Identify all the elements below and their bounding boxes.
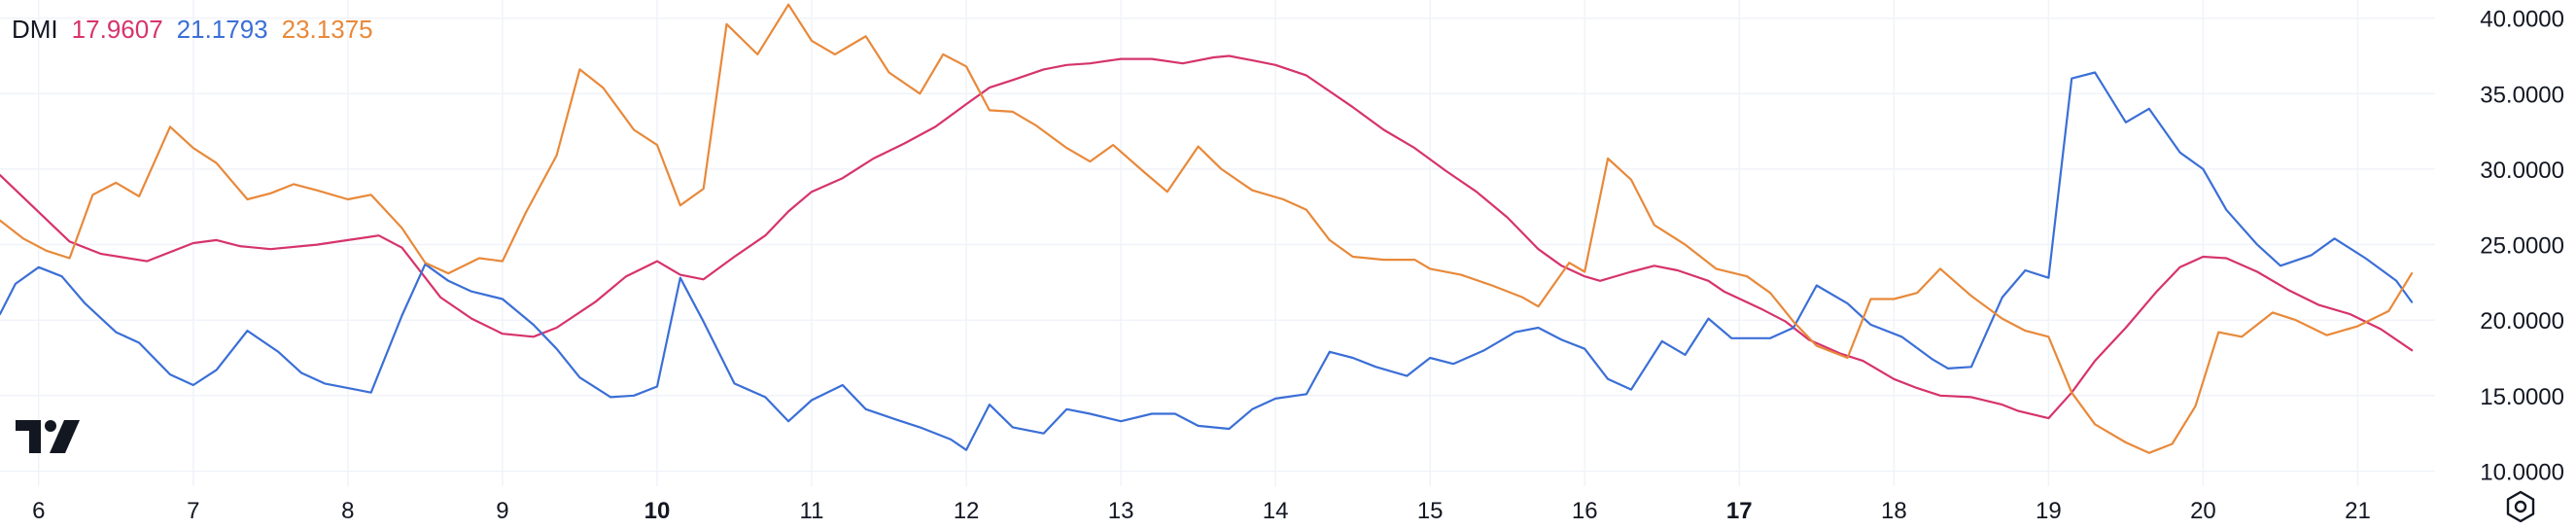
x-tick-label: 21 [2345,498,2371,524]
y-tick-label: 15.0000 [2480,384,2564,410]
grid [0,0,2435,486]
y-tick-label: 20.0000 [2480,308,2564,335]
x-tick-label: 17 [1726,498,1753,524]
adx-value: 17.9607 [71,15,163,44]
x-tick-label: 6 [32,498,45,524]
x-tick-label: 8 [341,498,354,524]
x-axis[interactable]: 6 7 8 9 10 11 12 13 14 15 16 17 18 19 20 21 [32,498,2371,524]
x-tick-label: 15 [1417,498,1444,524]
x-tick-label: 16 [1572,498,1598,524]
y-tick-label: 30.0000 [2480,158,2564,184]
x-tick-label: 12 [954,498,980,524]
x-tick-label: 10 [644,498,671,524]
series-line-di[interactable] [0,71,2414,451]
tradingview-logo-icon[interactable] [16,420,80,455]
indicator-name[interactable]: DMI [12,15,58,44]
x-tick-label: 7 [187,498,199,524]
indicator-legend[interactable]: DMI 17.9607 21.1793 23.1375 [12,10,373,49]
x-tick-label: 14 [1263,498,1289,524]
y-tick-label: 40.0000 [2480,7,2564,33]
series-line-di[interactable] [0,3,2414,454]
x-tick-label: 9 [496,498,508,524]
y-tick-label: 35.0000 [2480,82,2564,108]
plus-di-value: 23.1375 [281,15,373,44]
x-tick-label: 11 [800,498,824,524]
y-axis[interactable]: 10.0000 15.0000 20.0000 25.0000 30.0000 35.00… [2480,7,2564,486]
x-tick-label: 19 [2036,498,2062,524]
x-tick-label: 18 [1881,498,1907,524]
series-line-adx[interactable] [0,54,2414,420]
x-tick-label: 13 [1108,498,1134,524]
series-layer [0,3,2414,454]
y-tick-label: 10.0000 [2480,459,2564,485]
y-tick-label: 25.0000 [2480,233,2564,260]
minus-di-value: 21.1793 [176,15,268,44]
settings-icon[interactable] [2504,490,2537,523]
x-tick-label: 20 [2190,498,2216,524]
